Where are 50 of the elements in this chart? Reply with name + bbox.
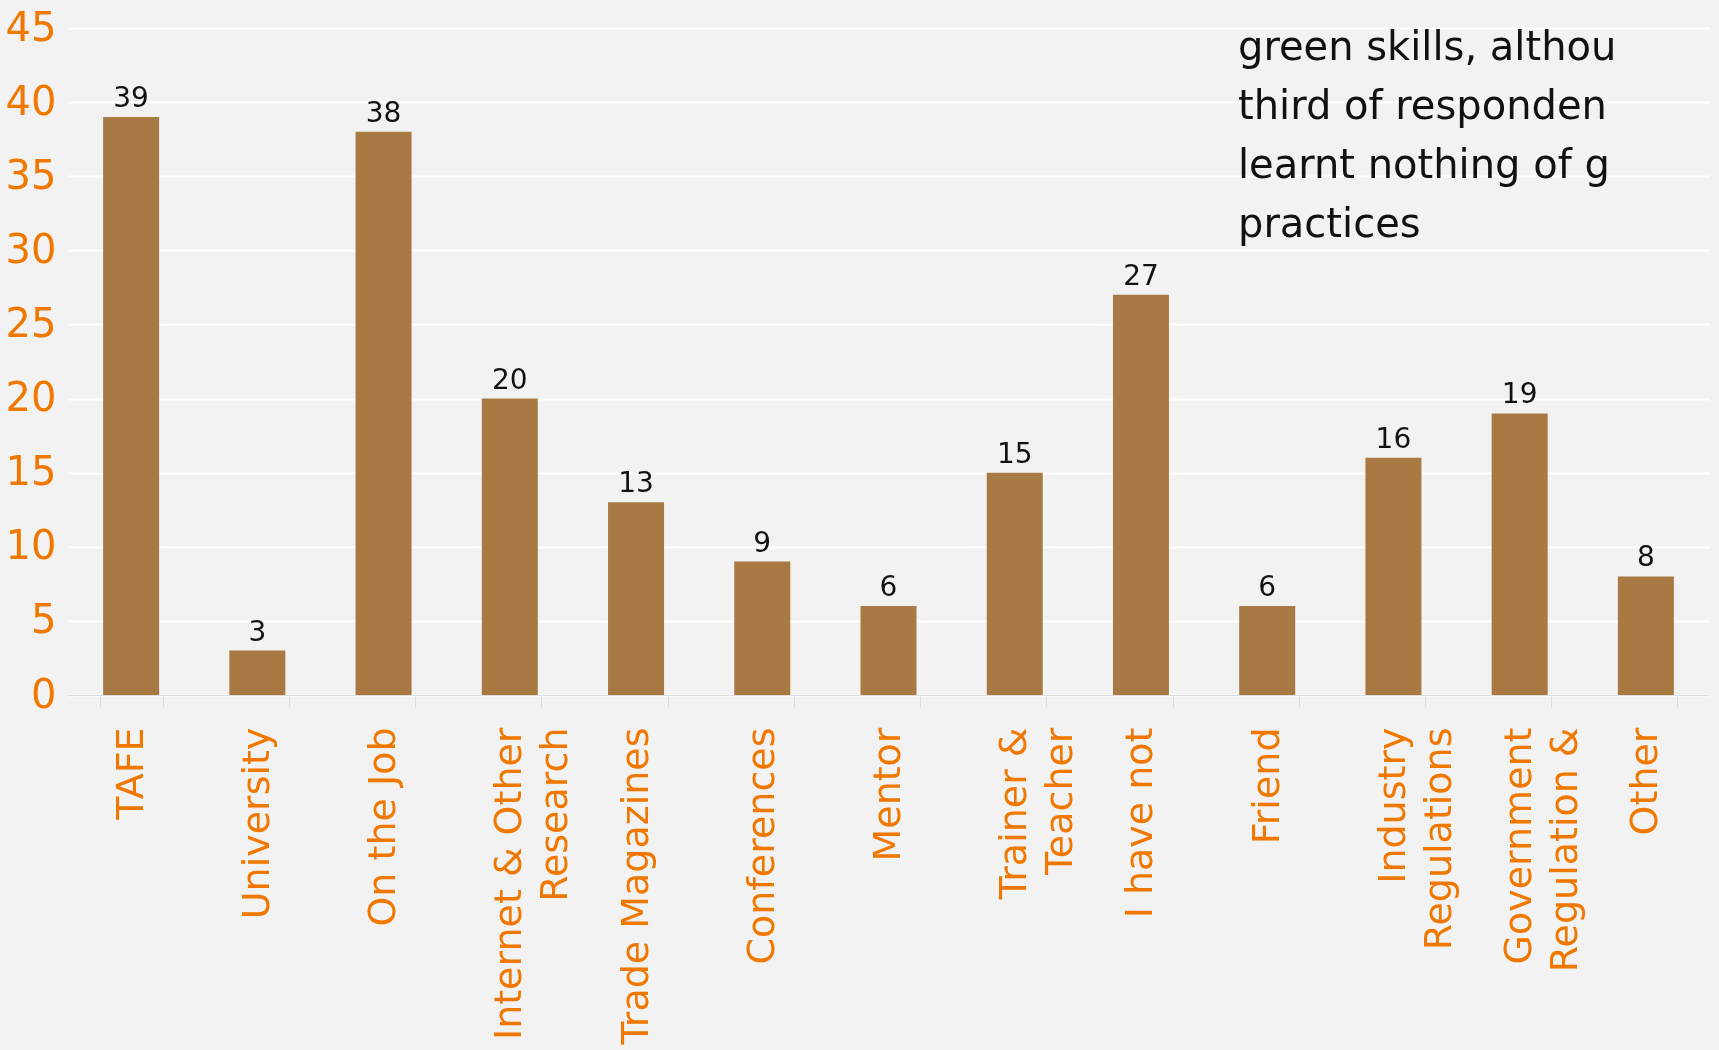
data-label: 20 (491, 362, 528, 396)
x-tick-label: Government Regulation & (1496, 727, 1587, 973)
data-label: 13 (618, 466, 654, 500)
bar (103, 116, 160, 695)
y-tick-label: 30 (5, 225, 57, 272)
y-tick-label: 25 (5, 299, 57, 346)
x-tick-label: Trainer & Teacher (991, 727, 1082, 901)
x-tick-label: Mentor (865, 727, 909, 862)
y-tick-label: 40 (5, 77, 57, 124)
data-label: 15 (996, 436, 1033, 470)
data-label: 27 (1123, 258, 1159, 292)
bar (1617, 576, 1674, 695)
x-tick-label: Industry Regulations (1369, 727, 1460, 951)
x-tick-label: TAFE (107, 727, 152, 821)
x-tick-label: Internet & Other Research (486, 727, 577, 1041)
x-tick-label: On the Job (360, 727, 405, 927)
data-label: 16 (1375, 421, 1412, 455)
data-label: 19 (1501, 377, 1538, 411)
x-tick-label: University (233, 727, 278, 920)
bar (1365, 457, 1422, 695)
y-tick-label: 45 (5, 3, 57, 50)
y-tick-label: 35 (5, 151, 57, 198)
x-tick-label: Trade Magazines (612, 727, 657, 1046)
y-tick-label: 15 (5, 448, 57, 495)
data-label: 38 (365, 95, 402, 129)
x-tick-label: Conferences (738, 727, 783, 965)
data-label: 6 (1258, 570, 1277, 604)
bar (734, 561, 791, 695)
data-label: 39 (113, 80, 149, 114)
bar (1491, 413, 1548, 695)
y-tick-label: 0 (31, 670, 57, 717)
annotation: green skills, althou third of responden learnt nothing of g practices (1238, 23, 1617, 246)
x-tick-label: I have not (1117, 727, 1162, 919)
data-label: 8 (1636, 540, 1655, 574)
x-tick-label: Other (1622, 727, 1667, 836)
bar (229, 650, 286, 695)
data-label: 6 (879, 570, 898, 604)
bar (481, 398, 538, 695)
bar (1239, 606, 1296, 695)
data-label: 3 (248, 614, 267, 648)
y-tick-label: 10 (5, 522, 57, 569)
data-label: 9 (753, 525, 772, 559)
y-tick-label: 5 (31, 596, 57, 643)
bar (608, 502, 665, 695)
bar (860, 606, 917, 695)
x-tick-label: Friend (1243, 727, 1288, 845)
bar (986, 472, 1043, 695)
bar (355, 131, 412, 695)
bar (1112, 294, 1169, 695)
y-tick-label: 20 (5, 374, 57, 421)
